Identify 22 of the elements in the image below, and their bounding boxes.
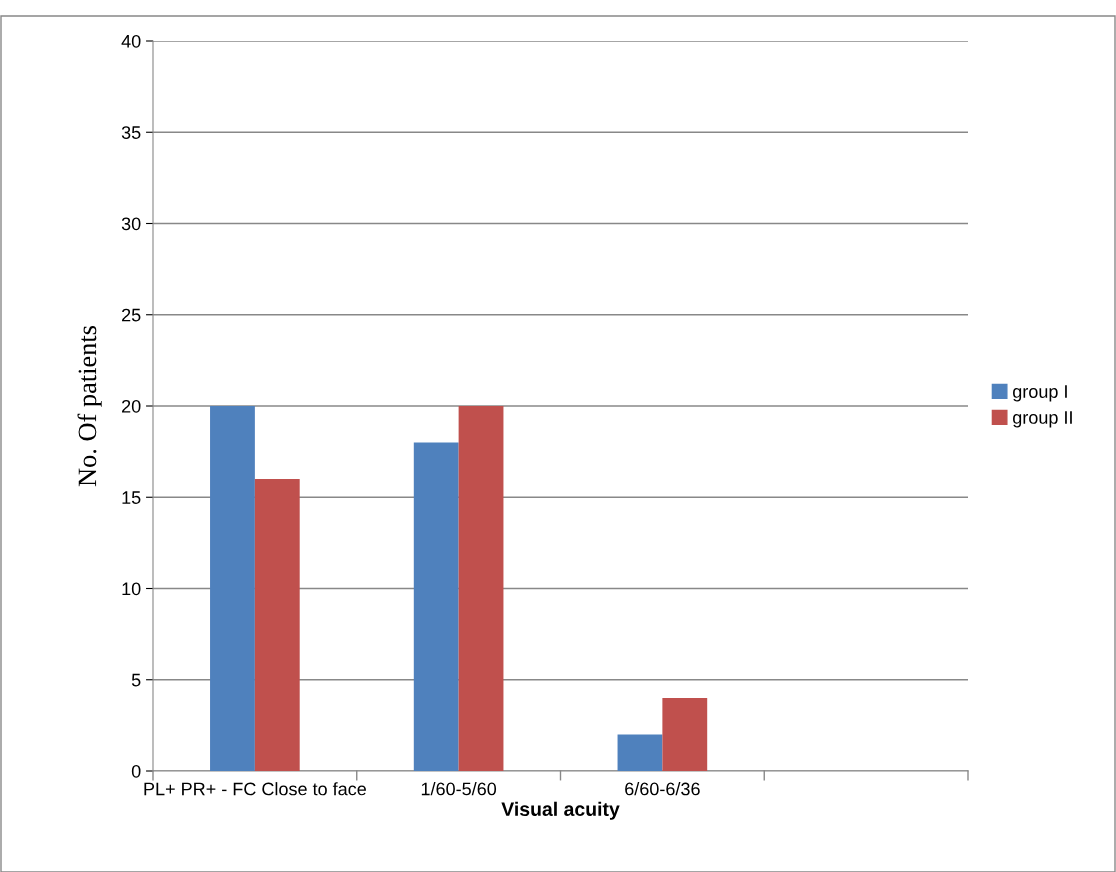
y-tick-label: 25 [122,308,141,322]
bar [617,734,663,771]
x-tick-label: 1/60-5/60 [421,782,497,796]
y-tick-label: 0 [131,764,141,778]
y-tick-label: 10 [122,582,141,596]
y-tick-label: 35 [121,126,141,139]
y-tick-label: 15 [122,491,141,504]
legend-label: group I [1013,385,1067,402]
y-tick-label: 5 [131,673,141,687]
bar [413,442,459,771]
x-axis-title: Visual acuity [501,801,620,820]
y-tick-label: 40 [121,34,141,48]
y-tick-label: 30 [121,217,141,231]
bar [458,406,504,771]
y-tick-label: 20 [122,399,141,413]
y-axis-title: No. Of patients [77,325,102,487]
bar [662,698,708,771]
x-tick-label: PL+ PR+ - FC Close to face [144,782,366,796]
x-tick-label: 6/60-6/36 [625,782,700,796]
legend-label: group II [1013,411,1072,428]
bar [210,406,255,771]
bar [254,479,300,771]
